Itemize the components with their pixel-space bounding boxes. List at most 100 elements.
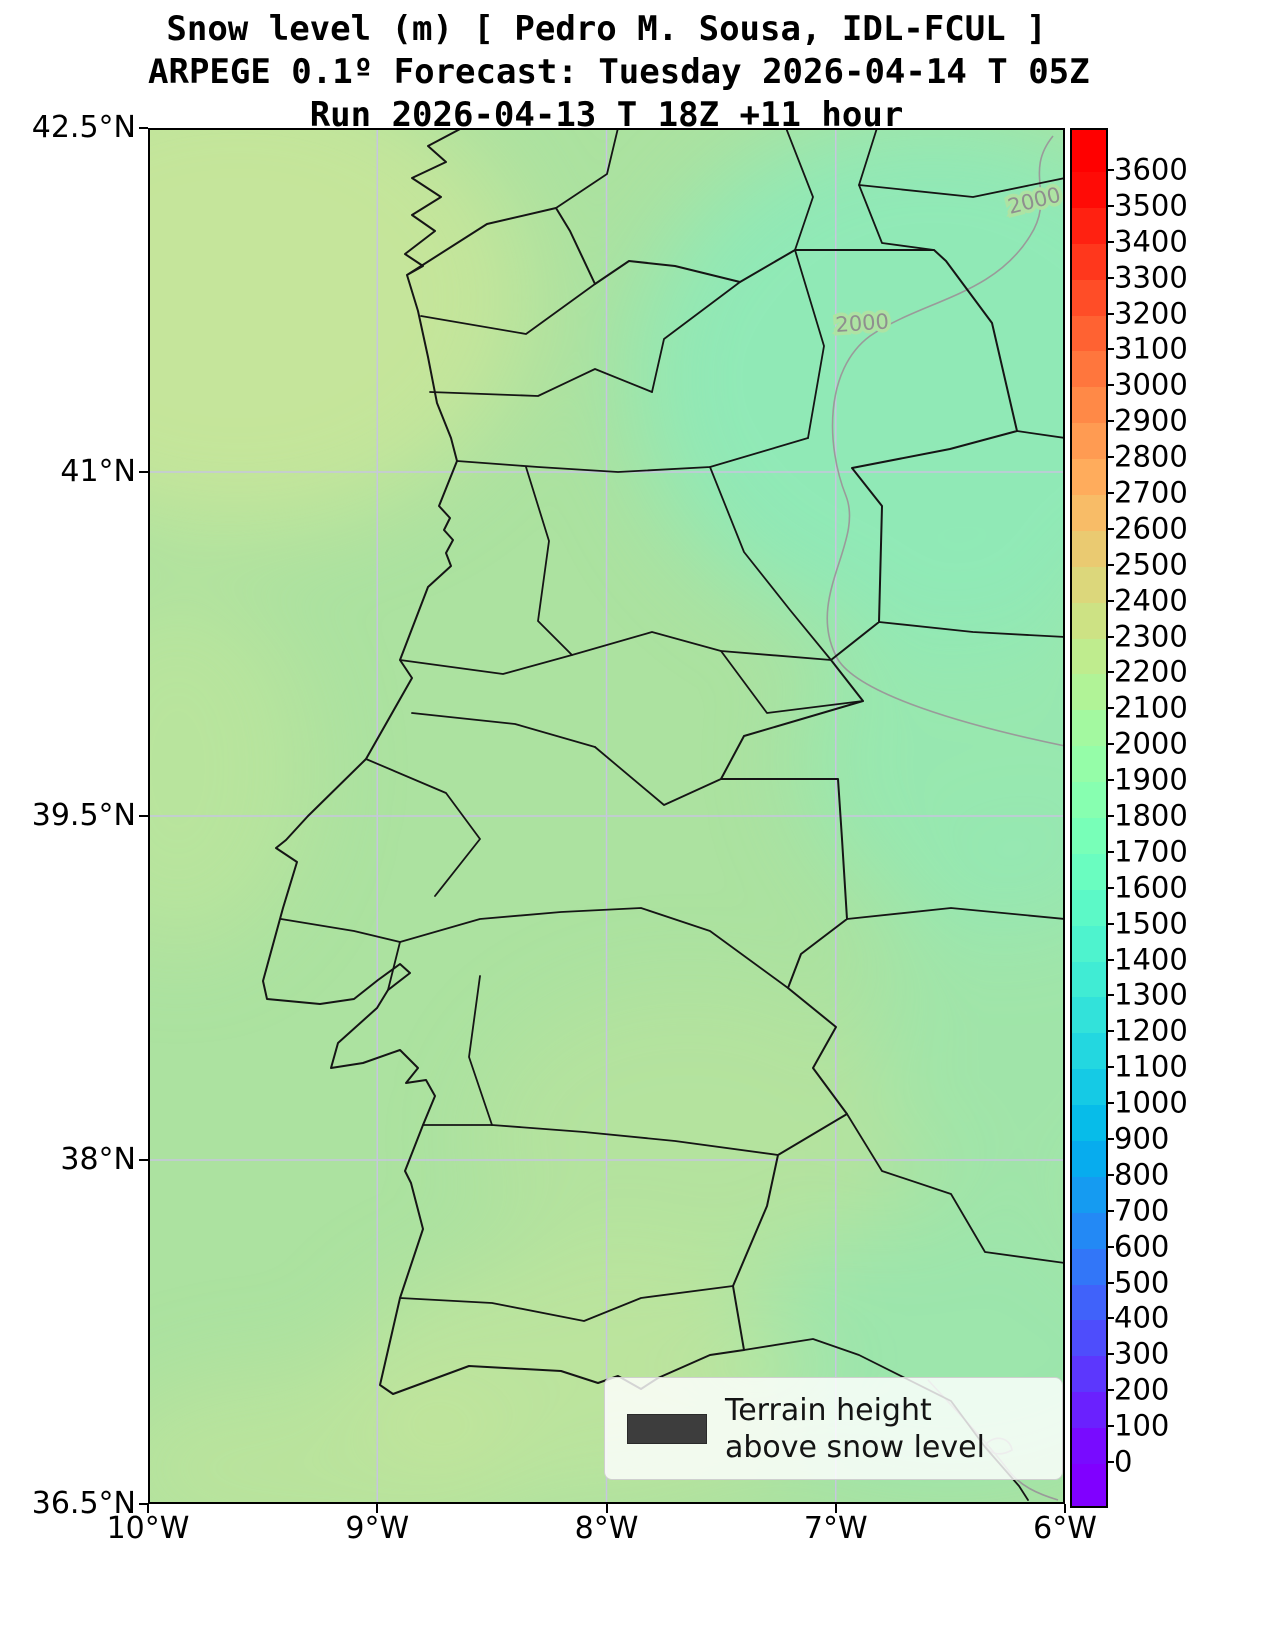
colorbar-cell [1072, 459, 1106, 495]
colorbar-cell [1072, 782, 1106, 818]
colorbar-tick-mark [1106, 492, 1114, 494]
colorbar-tick-label: 3600 [1114, 152, 1188, 187]
colorbar-tick-mark [1106, 599, 1114, 602]
colorbar-cell [1072, 674, 1106, 711]
colorbar-tick-mark [1106, 348, 1114, 351]
x-tick-mark [834, 1504, 837, 1513]
colorbar-cell [1072, 566, 1106, 603]
y-tick-mark [139, 1159, 148, 1161]
x-tick-mark [1064, 1504, 1066, 1513]
colorbar-tick-mark [1106, 779, 1114, 782]
title-line-2: ARPEGE 0.1º Forecast: Tuesday 2026-04-14… [148, 52, 1090, 92]
colorbar-cell [1072, 961, 1106, 998]
colorbar-tick-label: 1600 [1114, 870, 1188, 905]
y-tick-mark [139, 815, 148, 817]
colorbar-tick-label: 800 [1114, 1157, 1170, 1192]
title-line-1: Snow level (m) [ Pedro M. Sousa, IDL-FCU… [166, 9, 1047, 49]
colorbar-cell [1072, 1320, 1106, 1357]
colorbar-tick-label: 900 [1114, 1121, 1170, 1156]
colorbar-tick-label: 2900 [1114, 403, 1188, 438]
colorbar-cell [1072, 387, 1106, 424]
colorbar-tick-label: 0 [1114, 1444, 1133, 1479]
colorbar-tick-mark [1106, 240, 1114, 243]
colorbar-cell [1072, 1356, 1106, 1393]
colorbar-tick-label: 3200 [1114, 296, 1188, 331]
contour-label-2000-b: 2000 [835, 309, 890, 337]
colorbar-cell [1072, 1105, 1106, 1141]
y-tick-mark [139, 127, 148, 129]
colorbar-tick-mark [1106, 1245, 1114, 1248]
colorbar-cell [1072, 423, 1106, 460]
colorbar-tick-mark [1106, 456, 1114, 459]
y-tick-mark [139, 1503, 148, 1505]
colorbar-cell [1072, 1212, 1106, 1249]
x-tick-label: 6°W [1033, 1511, 1097, 1546]
colorbar-tick-mark [1106, 958, 1114, 961]
colorbar-tick-mark [1106, 886, 1114, 889]
colorbar-tick-label: 1500 [1114, 906, 1188, 941]
colorbar-tick-mark [1106, 922, 1114, 925]
colorbar-tick-mark [1106, 1281, 1114, 1284]
colorbar-tick-mark [1106, 312, 1114, 315]
colorbar-tick-mark [1106, 1209, 1114, 1212]
coastline-border [262, 130, 1018, 1395]
colorbar-tick-mark [1106, 1461, 1114, 1463]
colorbar-cell [1072, 1248, 1106, 1285]
colorbar-tick-mark [1106, 994, 1114, 997]
colorbar-tick-label: 3500 [1114, 188, 1188, 223]
colorbar-cell [1072, 853, 1106, 890]
colorbar-cell [1072, 746, 1106, 783]
x-tick-label: 9°W [345, 1511, 410, 1546]
admin-boundaries [262, 130, 1063, 1501]
colorbar-cell [1072, 1428, 1106, 1464]
y-tick-label: 39.5°N [31, 798, 136, 833]
colorbar-tick-mark [1106, 204, 1114, 207]
y-tick-label: 38°N [60, 1142, 136, 1177]
colorbar-tick-mark [1106, 276, 1114, 279]
y-tick-label: 41°N [60, 454, 136, 489]
x-tick-mark [605, 1504, 608, 1513]
colorbar-tick-label: 2500 [1114, 547, 1188, 582]
colorbar-tick-mark [1106, 563, 1114, 566]
colorbar-tick-mark [1106, 420, 1114, 423]
colorbar-cell [1072, 351, 1106, 388]
colorbar-cell [1072, 172, 1106, 208]
colorbar-tick-label: 2300 [1114, 619, 1188, 654]
colorbar-cell [1072, 243, 1106, 280]
colorbar-tick-mark [1106, 815, 1114, 817]
colorbar-tick-label: 700 [1114, 1193, 1170, 1228]
colorbar-cell [1072, 1069, 1106, 1106]
colorbar-tick-label: 1800 [1114, 798, 1188, 833]
colorbar-tick-label: 2700 [1114, 475, 1188, 510]
colorbar-tick-mark [1106, 743, 1114, 746]
colorbar-cell [1072, 530, 1106, 567]
colorbar-tick-mark [1106, 1066, 1114, 1069]
colorbar-tick-label: 400 [1114, 1300, 1170, 1335]
colorbar-tick-label: 200 [1114, 1372, 1170, 1407]
colorbar-tick-mark [1106, 635, 1114, 638]
legend-label-line2: above snow level [725, 1429, 985, 1465]
y-tick-label: 36.5°N [31, 1486, 136, 1521]
cb-ext-bottom [1072, 1464, 1106, 1506]
colorbar-tick-label: 3100 [1114, 331, 1188, 366]
colorbar-cell [1072, 1176, 1106, 1213]
colorbar-tick-mark [1106, 707, 1114, 710]
legend-label-line1: Terrain height [725, 1392, 932, 1428]
colorbar-tick-mark [1106, 671, 1114, 674]
colorbar-tick-mark [1106, 527, 1114, 530]
colorbar-cell [1072, 925, 1106, 962]
colorbar-tick-mark [1106, 1173, 1114, 1176]
colorbar-cell [1072, 1284, 1106, 1321]
colorbar-tick-label: 1700 [1114, 834, 1188, 869]
colorbar-cell [1072, 279, 1106, 316]
legend-label: Terrain height above snow level [725, 1392, 985, 1466]
colorbar-tick-label: 1300 [1114, 977, 1188, 1012]
colorbar [1070, 128, 1108, 1508]
colorbar-cell [1072, 315, 1106, 352]
figure-titles: Snow level (m) [ Pedro M. Sousa, IDL-FCU… [148, 8, 1090, 137]
colorbar-cell [1072, 638, 1106, 675]
colorbar-tick-label: 500 [1114, 1265, 1170, 1300]
colorbar-cell [1072, 1392, 1106, 1429]
colorbar-tick-label: 2000 [1114, 726, 1188, 761]
